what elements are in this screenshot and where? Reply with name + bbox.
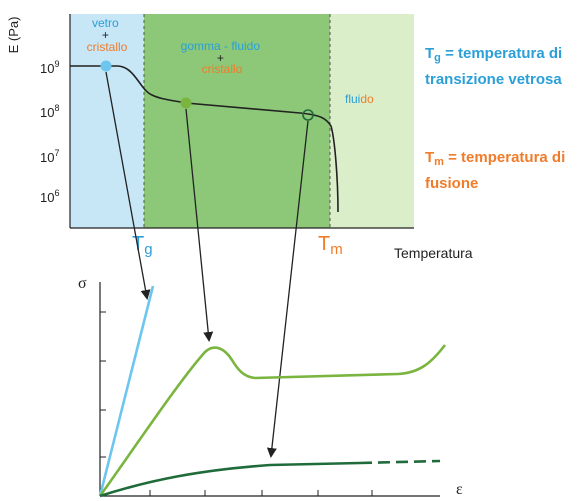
legend-tg: Tg = temperatura di xyxy=(425,45,562,64)
modulus-curve xyxy=(70,65,339,213)
y-tick-1e8: 108 xyxy=(40,103,59,120)
y-tick-1e7: 107 xyxy=(40,148,59,165)
tm-label: Tm xyxy=(318,233,343,258)
svg-text:108: 108 xyxy=(40,103,59,120)
svg-text:107: 107 xyxy=(40,148,59,165)
bottom-plot: σ ε xyxy=(78,275,463,498)
rubber-stress-strain-curve xyxy=(98,344,447,497)
fluid-point-marker xyxy=(302,109,314,121)
bottom-y-ticks xyxy=(100,311,106,458)
rubber-region-label: gomma - fluido + cristallo xyxy=(181,39,264,76)
fluid-stress-strain-curve xyxy=(99,461,361,498)
legend-tg-line2: transizione vetrosa xyxy=(425,71,562,88)
fluid-region xyxy=(330,14,414,228)
arrow-rubber xyxy=(185,108,214,342)
fluid-region-label: fluido xyxy=(345,92,374,106)
tg-label: Tg xyxy=(132,233,153,258)
rubber-region xyxy=(144,14,330,228)
svg-text:109: 109 xyxy=(40,59,59,76)
legend: Tg = temperatura di transizione vetrosa … xyxy=(425,45,565,192)
connecting-arrows xyxy=(105,71,309,458)
legend-tm: Tm = temperatura di xyxy=(425,149,565,168)
rubber-point-marker xyxy=(180,97,192,109)
glass-region-label: vetro + cristallo xyxy=(87,16,128,54)
svg-text:106: 106 xyxy=(40,188,59,205)
glass-region xyxy=(70,14,144,228)
top-y-axis-label: E (Pa) xyxy=(6,17,21,54)
bottom-x-ticks xyxy=(149,490,373,496)
top-x-axis-label: Temperatura xyxy=(394,245,473,261)
y-tick-1e6: 106 xyxy=(40,188,59,205)
legend-tm-line2: fusione xyxy=(425,175,478,192)
bottom-x-axis-label: ε xyxy=(456,481,463,498)
top-plot: E (Pa) 109 108 107 106 vetro + cristallo… xyxy=(6,14,473,261)
bottom-y-axis-label: σ xyxy=(78,275,87,292)
arrow-glass xyxy=(105,71,151,300)
y-tick-1e9: 109 xyxy=(40,59,59,76)
arrow-fluid xyxy=(266,120,309,458)
glass-point-marker xyxy=(100,60,112,72)
fluid-stress-strain-curve-dashed xyxy=(359,459,441,465)
glass-stress-strain-curve xyxy=(98,285,155,497)
